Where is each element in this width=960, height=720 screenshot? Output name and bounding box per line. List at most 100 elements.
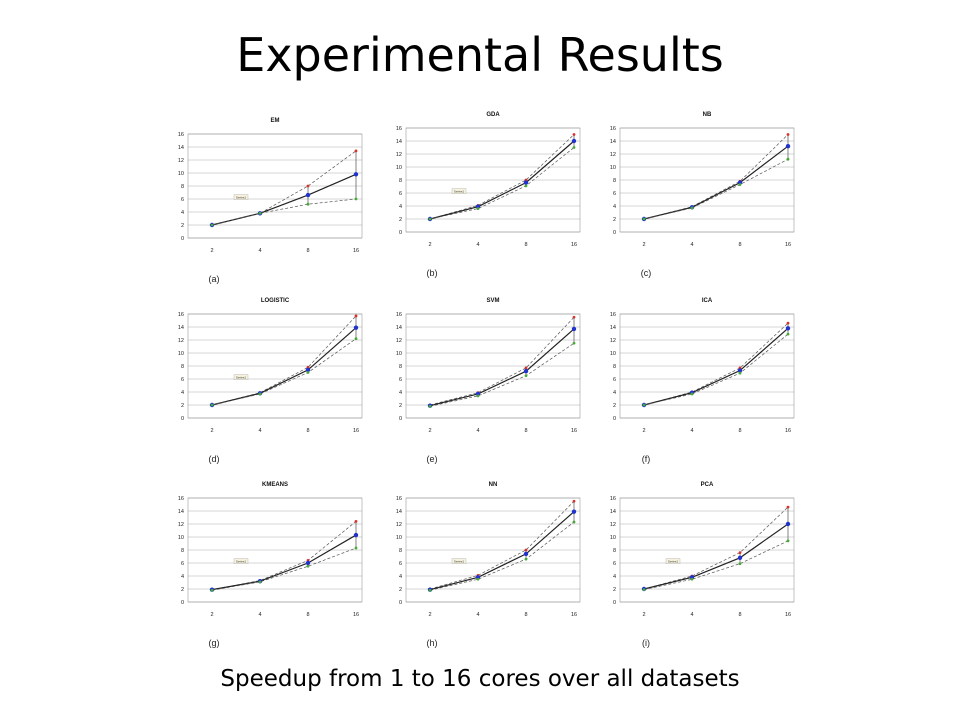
- chart-4-xtick-label: 2: [428, 428, 431, 434]
- chart-6-xtick-label: 16: [353, 612, 359, 618]
- chart-2-point-min: [690, 206, 694, 210]
- chart-4-ytick-label: 16: [396, 312, 402, 318]
- chart-5-point-avg: [737, 368, 743, 373]
- chart-7-line-avg: [429, 511, 575, 591]
- chart-8-sublabel: (i): [642, 638, 650, 648]
- chart-7-point-max: [524, 548, 528, 552]
- chart-5-ytick-label: 2: [613, 403, 616, 409]
- chart-1-ytick-label: 8: [399, 178, 402, 184]
- chart-2-line-min: [643, 158, 789, 220]
- chart-2-ytick-label: 6: [613, 191, 616, 197]
- chart-6-ytick-label: 10: [178, 535, 184, 541]
- chart-0-ytick-label: 0: [181, 236, 184, 242]
- chart-ica: ICA 0 2 4 6 8 10 12 14 16 2 4 8 16 (f): [610, 298, 795, 464]
- chart-2-ytick-label: 14: [610, 139, 616, 145]
- chart-0-ytick-label: 6: [181, 197, 184, 203]
- chart-3-point-min: [258, 392, 262, 396]
- chart-8-plot-frame: [619, 497, 795, 603]
- chart-0-title: EM: [271, 118, 280, 124]
- chart-8-legend-box: [665, 558, 681, 564]
- chart-2-ytick-label: 0: [613, 230, 616, 236]
- chart-2-sublabel: (c): [641, 268, 652, 278]
- chart-7-ytick-label: 16: [396, 496, 402, 502]
- chart-5-point-min: [690, 392, 694, 396]
- chart-3-point-min: [354, 337, 358, 341]
- chart-6-ytick-label: 2: [181, 587, 184, 593]
- chart-6-point-min: [306, 564, 310, 568]
- chart-3-line-max: [211, 315, 357, 406]
- chart-4-point-max: [524, 366, 528, 370]
- chart-0-point-min: [258, 211, 262, 215]
- chart-5-xtick-label: 8: [738, 428, 741, 434]
- chart-5-ytick-label: 8: [613, 364, 616, 370]
- chart-4-ytick-label: 8: [399, 364, 402, 370]
- chart-4-line-max: [429, 317, 575, 406]
- chart-0-plot-frame: [187, 133, 363, 239]
- chart-2-ytick-label: 4: [613, 204, 616, 210]
- chart-6-point-min: [258, 580, 262, 584]
- chart-2-line-max: [643, 134, 789, 220]
- chart-1-xtick-label: 8: [524, 242, 527, 248]
- chart-pca: PCA 0 2 4 6 8 10 12 14 16 2 4 8 16 Series1 (i): [610, 482, 795, 648]
- chart-6-ytick-label: 0: [181, 600, 184, 606]
- chart-7-ytick-label: 2: [399, 587, 402, 593]
- chart-6-point-avg: [305, 560, 311, 566]
- chart-0-point-max: [306, 184, 310, 188]
- chart-0-ytick-label: 4: [181, 210, 184, 216]
- chart-0-legend-box: [233, 194, 249, 200]
- chart-8-ytick-label: 14: [610, 509, 616, 515]
- chart-4-point-avg: [571, 326, 577, 332]
- chart-4-xtick-label: 8: [524, 428, 527, 434]
- chart-2-xtick-label: 8: [738, 242, 741, 248]
- chart-5-line-min: [643, 333, 789, 406]
- chart-0-ytick-label: 8: [181, 184, 184, 190]
- chart-6-ytick-label: 4: [181, 574, 184, 580]
- chart-8-ytick-label: 6: [613, 561, 616, 567]
- chart-8-xtick-label: 16: [785, 612, 791, 618]
- chart-1-xtick-label: 2: [428, 242, 431, 248]
- slide-title: Experimental Results: [236, 28, 724, 82]
- chart-6-ytick-label: 6: [181, 561, 184, 567]
- chart-6-ytick-label: 12: [178, 522, 184, 528]
- chart-2-ytick-label: 12: [610, 152, 616, 158]
- chart-0-point-avg: [305, 192, 311, 198]
- chart-2-ytick-label: 8: [613, 178, 616, 184]
- chart-4-sublabel: (e): [427, 454, 438, 464]
- chart-8-point-min: [738, 562, 742, 566]
- chart-6-point-min: [354, 546, 358, 550]
- chart-0-ytick-label: 12: [178, 158, 184, 164]
- chart-7-ytick-label: 10: [396, 535, 402, 541]
- chart-1-ytick-label: 10: [396, 165, 402, 171]
- chart-3-ytick-label: 12: [178, 338, 184, 344]
- chart-6-xtick-label: 8: [306, 612, 309, 618]
- chart-5-ytick-label: 4: [613, 390, 616, 396]
- chart-4-xtick-label: 4: [476, 428, 479, 434]
- chart-5-plot-frame: [619, 313, 795, 419]
- chart-0-point-max: [354, 149, 358, 153]
- chart-7-ytick-label: 6: [399, 561, 402, 567]
- chart-0-line-max: [211, 150, 357, 226]
- chart-1-plot-frame: [405, 127, 581, 233]
- chart-0-sublabel: (a): [209, 274, 220, 284]
- chart-3-ytick-label: 14: [178, 325, 184, 331]
- chart-3-ytick-label: 2: [181, 403, 184, 409]
- chart-1-point-min: [476, 207, 480, 210]
- chart-1-xtick-label: 16: [571, 242, 577, 248]
- chart-8-ytick-label: 16: [610, 496, 616, 502]
- chart-2-point-min: [642, 217, 646, 221]
- chart-3-xtick-label: 4: [258, 428, 261, 434]
- chart-7-point-min: [428, 588, 432, 592]
- chart-6-line-min: [211, 547, 357, 591]
- chart-3-point-min: [210, 403, 214, 407]
- chart-0-point-min: [210, 223, 214, 227]
- chart-logistic: LOGISTIC 0 2 4 6 8 10 12 14 16 2 4 8 16 Series1 (d): [178, 298, 363, 464]
- chart-7-xtick-label: 16: [571, 612, 577, 618]
- chart-4-point-max: [572, 315, 576, 319]
- chart-3-legend-label: Series1: [236, 375, 247, 379]
- chart-5-ytick-label: 12: [610, 338, 616, 344]
- chart-7-point-min: [476, 577, 480, 581]
- chart-2-point-avg: [785, 144, 791, 149]
- chart-0-legend-label: Series1: [236, 195, 247, 199]
- chart-5-point-min: [738, 371, 742, 375]
- chart-1-title: GDA: [486, 112, 500, 118]
